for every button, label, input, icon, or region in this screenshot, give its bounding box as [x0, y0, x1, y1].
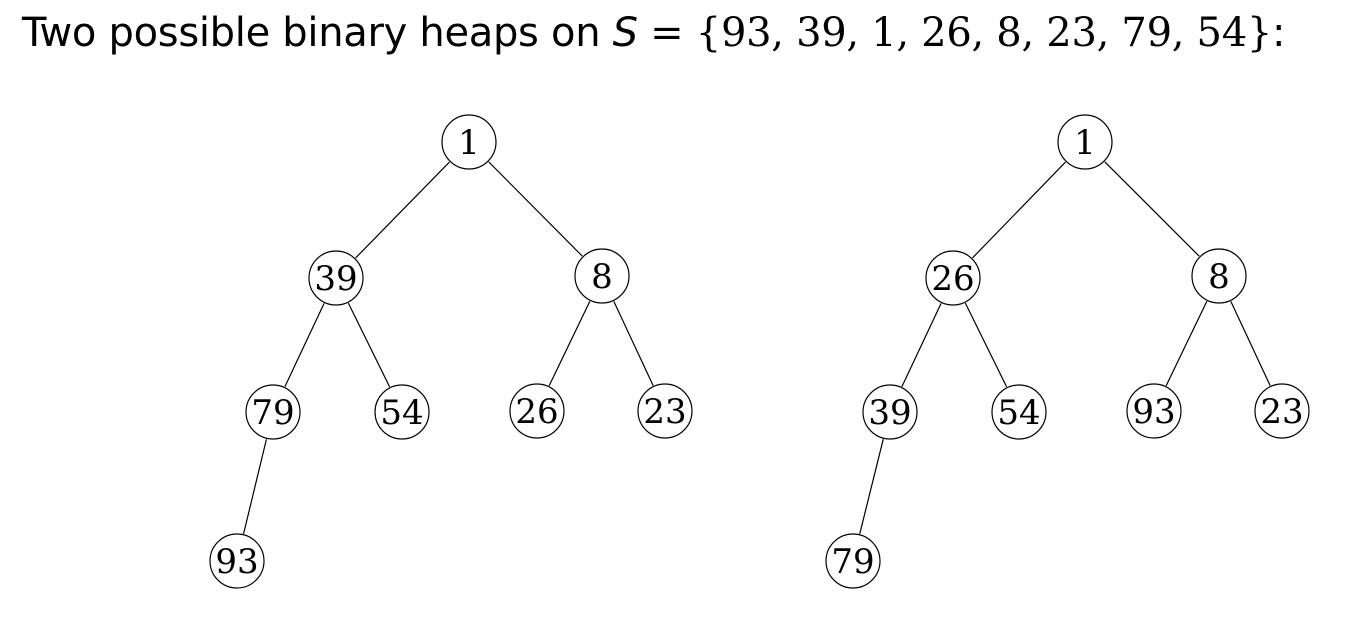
node-label: 54 — [997, 393, 1040, 433]
node-circle — [441, 114, 497, 170]
heap-node: 39 — [308, 250, 364, 306]
tree-edge — [901, 303, 942, 387]
heap-node: 8 — [574, 248, 630, 304]
node-circle — [862, 384, 918, 440]
tree-edge — [1230, 301, 1271, 386]
tree-edge — [488, 161, 583, 257]
tree-edge — [284, 303, 325, 387]
node-label: 39 — [868, 393, 911, 433]
node-label: 8 — [1208, 257, 1230, 297]
heap-node: 79 — [245, 384, 301, 440]
node-circle — [574, 248, 630, 304]
title-equals: = — [637, 10, 696, 56]
heap-node: 54 — [374, 384, 430, 440]
node-circle — [825, 533, 881, 589]
node-circle — [637, 383, 693, 439]
node-label: 79 — [831, 542, 874, 582]
heap-node: 23 — [1254, 383, 1310, 439]
node-circle — [1254, 383, 1310, 439]
set-body: {93, 39, 1, 26, 8, 23, 79, 54} — [695, 10, 1273, 56]
tree-edge — [964, 302, 1008, 388]
tree-edge — [1104, 161, 1200, 257]
right-heap: 1 26 8 39 54 93 23 79 — [825, 114, 1310, 589]
heap-node: 26 — [509, 383, 565, 439]
node-label: 1 — [458, 123, 480, 163]
tree-edge — [613, 301, 654, 386]
heap-node: 79 — [825, 533, 881, 589]
title-suffix: : — [1272, 10, 1286, 56]
node-circle — [1057, 114, 1113, 170]
tree-edge — [347, 302, 391, 388]
tree-edge — [1165, 300, 1208, 387]
heap-node: 39 — [862, 384, 918, 440]
set-name: S — [612, 10, 638, 56]
node-label: 54 — [380, 393, 423, 433]
heap-node: 1 — [1057, 114, 1113, 170]
left-heap: 1 39 8 79 54 26 23 93 — [209, 114, 693, 589]
node-circle — [1126, 383, 1182, 439]
heap-node: 23 — [637, 383, 693, 439]
heap-node: 93 — [1126, 383, 1182, 439]
tree-edge — [355, 161, 450, 259]
heap-node: 93 — [209, 533, 265, 589]
title-prefix: Two possible binary heaps on — [22, 10, 613, 56]
tree-edge — [242, 439, 268, 534]
tree-edge — [972, 161, 1066, 259]
node-label: 1 — [1074, 123, 1096, 163]
node-label: 93 — [215, 542, 258, 582]
node-label: 23 — [1260, 392, 1303, 432]
node-label: 39 — [314, 259, 357, 299]
heap-node: 8 — [1191, 248, 1247, 304]
node-circle — [209, 533, 265, 589]
heap-node: 1 — [441, 114, 497, 170]
node-label: 8 — [591, 257, 613, 297]
tree-edge — [548, 300, 591, 387]
node-circle — [245, 384, 301, 440]
node-circle — [1191, 248, 1247, 304]
node-label: 79 — [251, 393, 294, 433]
node-circle — [509, 383, 565, 439]
node-circle — [991, 384, 1047, 440]
node-label: 26 — [931, 259, 974, 299]
heap-node: 54 — [991, 384, 1047, 440]
heap-node: 26 — [925, 250, 981, 306]
tree-edge — [859, 439, 884, 534]
node-label: 23 — [643, 392, 686, 432]
node-label: 26 — [515, 392, 558, 432]
node-label: 93 — [1132, 392, 1175, 432]
node-circle — [374, 384, 430, 440]
node-circle — [925, 250, 981, 306]
page-title: Two possible binary heaps on S = {93, 39… — [22, 10, 1285, 56]
node-circle — [308, 250, 364, 306]
